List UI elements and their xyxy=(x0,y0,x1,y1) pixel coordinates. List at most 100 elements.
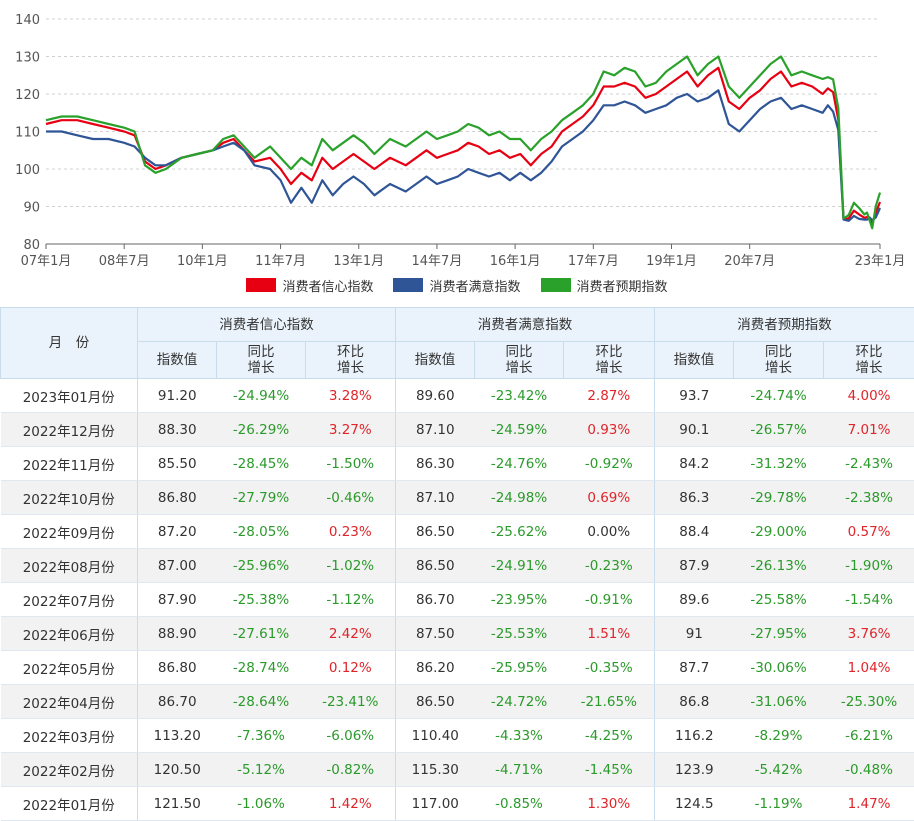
yoy-cell: -24.94% xyxy=(217,379,306,413)
y-tick-label: 140 xyxy=(15,13,40,28)
yoy-cell: -29.00% xyxy=(734,515,824,549)
mom-cell: 3.28% xyxy=(306,379,396,413)
index-value-cell: 88.4 xyxy=(655,515,734,549)
mom-cell: 3.76% xyxy=(824,617,914,651)
index-value-cell: 86.80 xyxy=(138,651,217,685)
month-cell: 2022年12月份 xyxy=(1,413,138,447)
yoy-cell: -31.32% xyxy=(734,447,824,481)
yoy-cell: -25.96% xyxy=(217,549,306,583)
x-tick-label: 10年1月 xyxy=(177,254,228,269)
mom-cell: -25.30% xyxy=(824,685,914,719)
mom-cell: -1.45% xyxy=(564,753,655,787)
yoy-cell: -27.61% xyxy=(217,617,306,651)
sub-header: 同比增长 xyxy=(217,342,306,379)
index-value-cell: 121.50 xyxy=(138,787,217,821)
legend-item[interactable]: 消费者信心指数 xyxy=(246,276,373,295)
y-tick-label: 130 xyxy=(15,51,40,66)
x-tick-label: 13年1月 xyxy=(333,254,384,269)
mom-cell: -1.12% xyxy=(306,583,396,617)
sub-header: 同比增长 xyxy=(475,342,564,379)
index-value-cell: 110.40 xyxy=(396,719,475,753)
yoy-cell: -25.58% xyxy=(734,583,824,617)
month-cell: 2022年10月份 xyxy=(1,481,138,515)
mom-cell: 0.93% xyxy=(564,413,655,447)
legend-label: 消费者信心指数 xyxy=(282,276,373,295)
yoy-cell: -26.13% xyxy=(734,549,824,583)
month-cell: 2022年01月份 xyxy=(1,787,138,821)
index-value-cell: 90.1 xyxy=(655,413,734,447)
index-value-cell: 93.7 xyxy=(655,379,734,413)
index-value-cell: 88.90 xyxy=(138,617,217,651)
index-value-cell: 87.10 xyxy=(396,413,475,447)
legend-item[interactable]: 消费者预期指数 xyxy=(541,276,668,295)
month-cell: 2022年02月份 xyxy=(1,753,138,787)
yoy-cell: -23.95% xyxy=(475,583,564,617)
mom-cell: -2.43% xyxy=(824,447,914,481)
yoy-cell: -5.12% xyxy=(217,753,306,787)
index-value-cell: 120.50 xyxy=(138,753,217,787)
index-value-cell: 115.30 xyxy=(396,753,475,787)
yoy-cell: -30.06% xyxy=(734,651,824,685)
month-header: 月 份 xyxy=(1,308,138,379)
yoy-cell: -23.42% xyxy=(475,379,564,413)
mom-cell: 0.57% xyxy=(824,515,914,549)
sub-header: 指数值 xyxy=(655,342,734,379)
yoy-cell: -28.45% xyxy=(217,447,306,481)
mom-cell: 0.00% xyxy=(564,515,655,549)
yoy-cell: -26.29% xyxy=(217,413,306,447)
yoy-cell: -4.33% xyxy=(475,719,564,753)
index-value-cell: 87.20 xyxy=(138,515,217,549)
index-value-cell: 87.00 xyxy=(138,549,217,583)
x-tick-label: 08年7月 xyxy=(99,254,150,269)
yoy-cell: -25.38% xyxy=(217,583,306,617)
index-value-cell: 86.70 xyxy=(138,685,217,719)
yoy-cell: -27.95% xyxy=(734,617,824,651)
mom-cell: 4.00% xyxy=(824,379,914,413)
index-value-cell: 86.30 xyxy=(396,447,475,481)
mom-cell: -4.25% xyxy=(564,719,655,753)
index-value-cell: 113.20 xyxy=(138,719,217,753)
yoy-cell: -25.62% xyxy=(475,515,564,549)
mom-cell: -6.06% xyxy=(306,719,396,753)
month-cell: 2022年08月份 xyxy=(1,549,138,583)
legend-swatch xyxy=(541,278,571,292)
mom-cell: 2.42% xyxy=(306,617,396,651)
yoy-cell: -24.74% xyxy=(734,379,824,413)
sub-header: 环比增长 xyxy=(564,342,655,379)
yoy-cell: -28.74% xyxy=(217,651,306,685)
index-value-cell: 86.3 xyxy=(655,481,734,515)
yoy-cell: -8.29% xyxy=(734,719,824,753)
yoy-cell: -28.64% xyxy=(217,685,306,719)
index-value-cell: 86.50 xyxy=(396,515,475,549)
mom-cell: -1.02% xyxy=(306,549,396,583)
mom-cell: -0.48% xyxy=(824,753,914,787)
sub-header: 环比增长 xyxy=(306,342,396,379)
mom-cell: 0.23% xyxy=(306,515,396,549)
yoy-cell: -1.06% xyxy=(217,787,306,821)
mom-cell: 0.12% xyxy=(306,651,396,685)
mom-cell: 1.51% xyxy=(564,617,655,651)
mom-cell: 1.42% xyxy=(306,787,396,821)
yoy-cell: -28.05% xyxy=(217,515,306,549)
mom-cell: -0.91% xyxy=(564,583,655,617)
legend-item[interactable]: 消费者满意指数 xyxy=(393,276,520,295)
x-tick-label: 16年1月 xyxy=(490,254,541,269)
index-value-cell: 87.50 xyxy=(396,617,475,651)
x-tick-label: 14年7月 xyxy=(412,254,463,269)
mom-cell: 3.27% xyxy=(306,413,396,447)
mom-cell: -0.46% xyxy=(306,481,396,515)
sub-header: 同比增长 xyxy=(734,342,824,379)
x-tick-label: 07年1月 xyxy=(21,254,72,269)
legend-label: 消费者预期指数 xyxy=(577,276,668,295)
x-tick-label: 17年7月 xyxy=(568,254,619,269)
